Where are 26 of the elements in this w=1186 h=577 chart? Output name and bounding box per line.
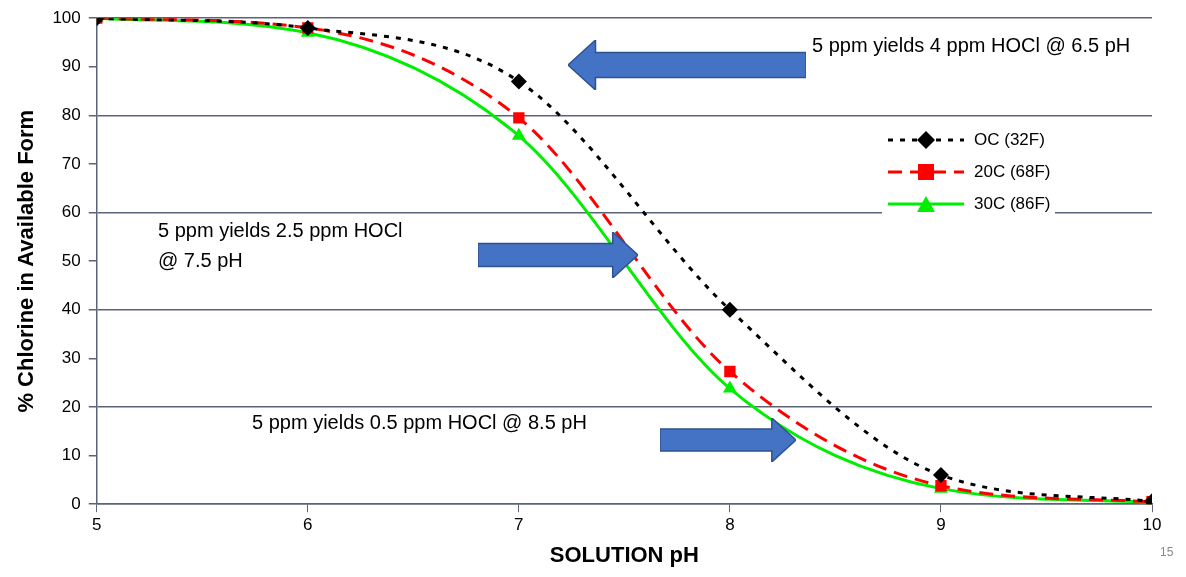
x-tick-label: 8	[725, 515, 735, 535]
y-tick-label: 40	[61, 299, 81, 319]
y-tick-label: 80	[61, 105, 81, 125]
x-axis-title: SOLUTION pH	[549, 541, 699, 567]
y-tick-label: 60	[61, 202, 81, 222]
legend-label: 20C (68F)	[974, 162, 1051, 183]
x-tick-label: 9	[936, 515, 946, 535]
y-tick-label: 30	[61, 348, 81, 368]
annotation: 5 ppm yields 0.5 ppm HOCl @ 8.5 pH	[252, 410, 588, 435]
y-tick-label: 70	[61, 153, 81, 173]
legend-label: OC (32F)	[974, 130, 1045, 151]
y-tick-label: 90	[61, 56, 81, 76]
x-tick-label: 10	[1142, 515, 1162, 535]
x-tick-label: 6	[303, 515, 313, 535]
y-tick-label: 0	[71, 493, 81, 513]
x-tick-label: 7	[514, 515, 524, 535]
y-tick-label: 50	[61, 250, 81, 270]
x-tick-label: 5	[92, 515, 102, 535]
annotation: 5 ppm yields 2.5 ppm HOCl @ 7.5 pH	[158, 218, 404, 273]
y-tick-label: 10	[61, 445, 81, 465]
legend-label: 30C (86F)	[974, 194, 1051, 215]
text: 15	[1160, 545, 1175, 559]
y-tick-label: 20	[61, 396, 81, 416]
annotation: 5 ppm yields 4 ppm HOCl @ 6.5 pH	[812, 33, 1132, 58]
y-tick-label: 100	[52, 7, 81, 27]
y-axis-title: % Chlorine in Available Form	[13, 109, 39, 413]
